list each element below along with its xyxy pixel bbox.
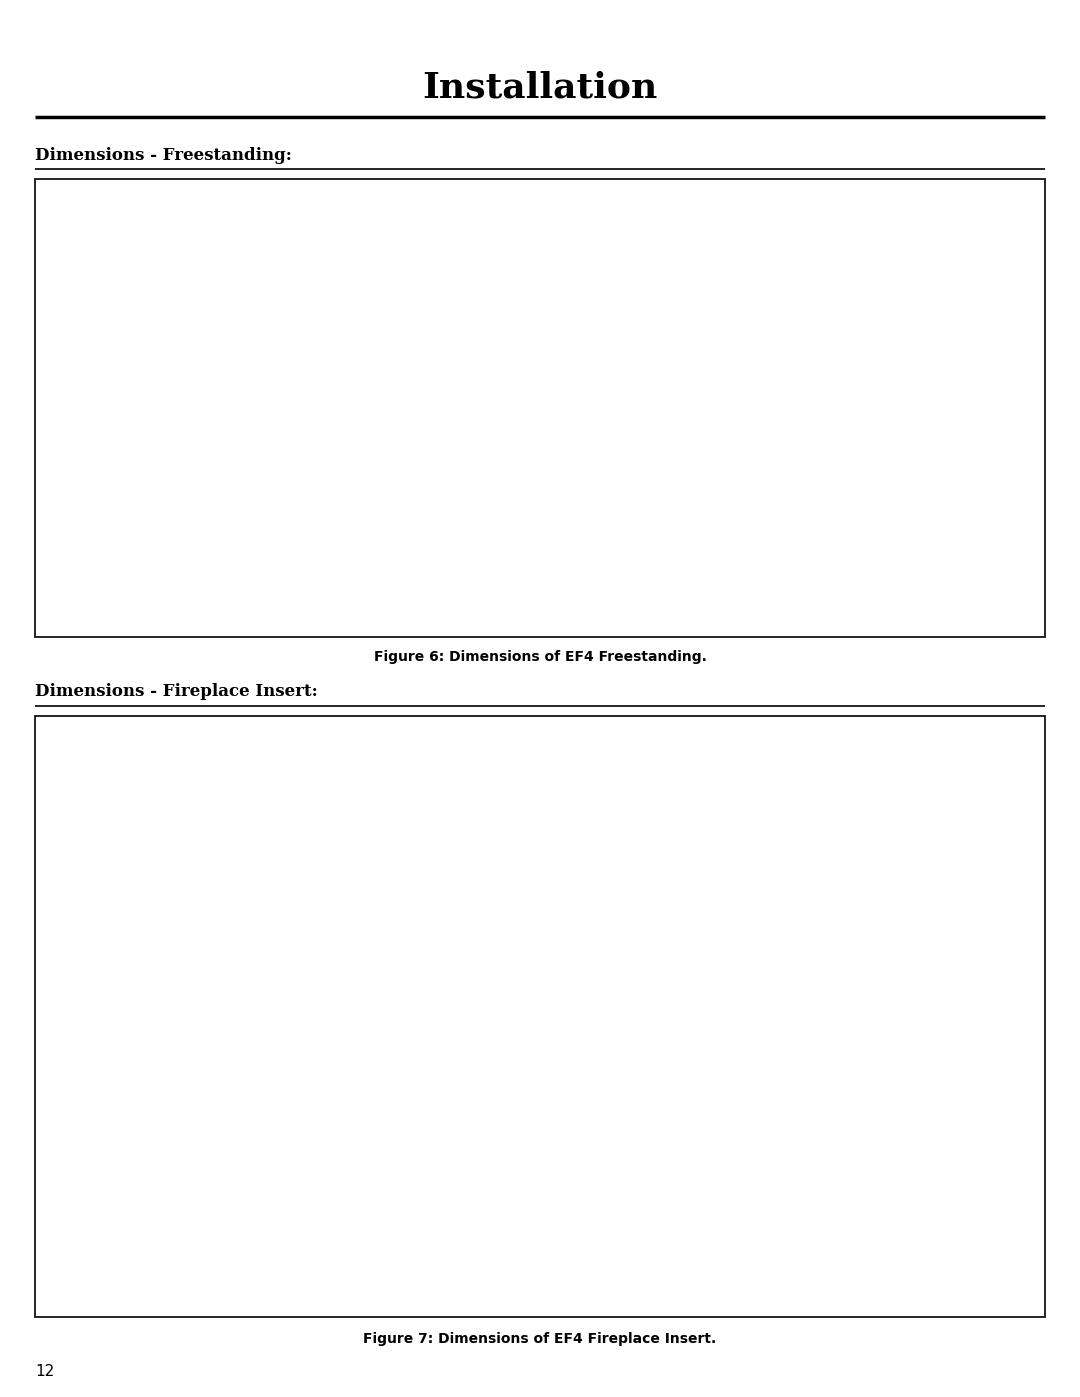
- Text: Figure 7: Dimensions of EF4 Fireplace Insert.: Figure 7: Dimensions of EF4 Fireplace In…: [363, 1331, 717, 1345]
- Text: Dimensions - Fireplace Insert:: Dimensions - Fireplace Insert:: [35, 683, 318, 700]
- Bar: [35, 179, 1045, 637]
- Text: Installation: Installation: [422, 70, 658, 103]
- Bar: [35, 717, 1045, 1317]
- Text: 12: 12: [35, 1365, 54, 1379]
- Text: Figure 6: Dimensions of EF4 Freestanding.: Figure 6: Dimensions of EF4 Freestanding…: [374, 650, 706, 664]
- Text: Dimensions - Freestanding:: Dimensions - Freestanding:: [35, 147, 292, 163]
